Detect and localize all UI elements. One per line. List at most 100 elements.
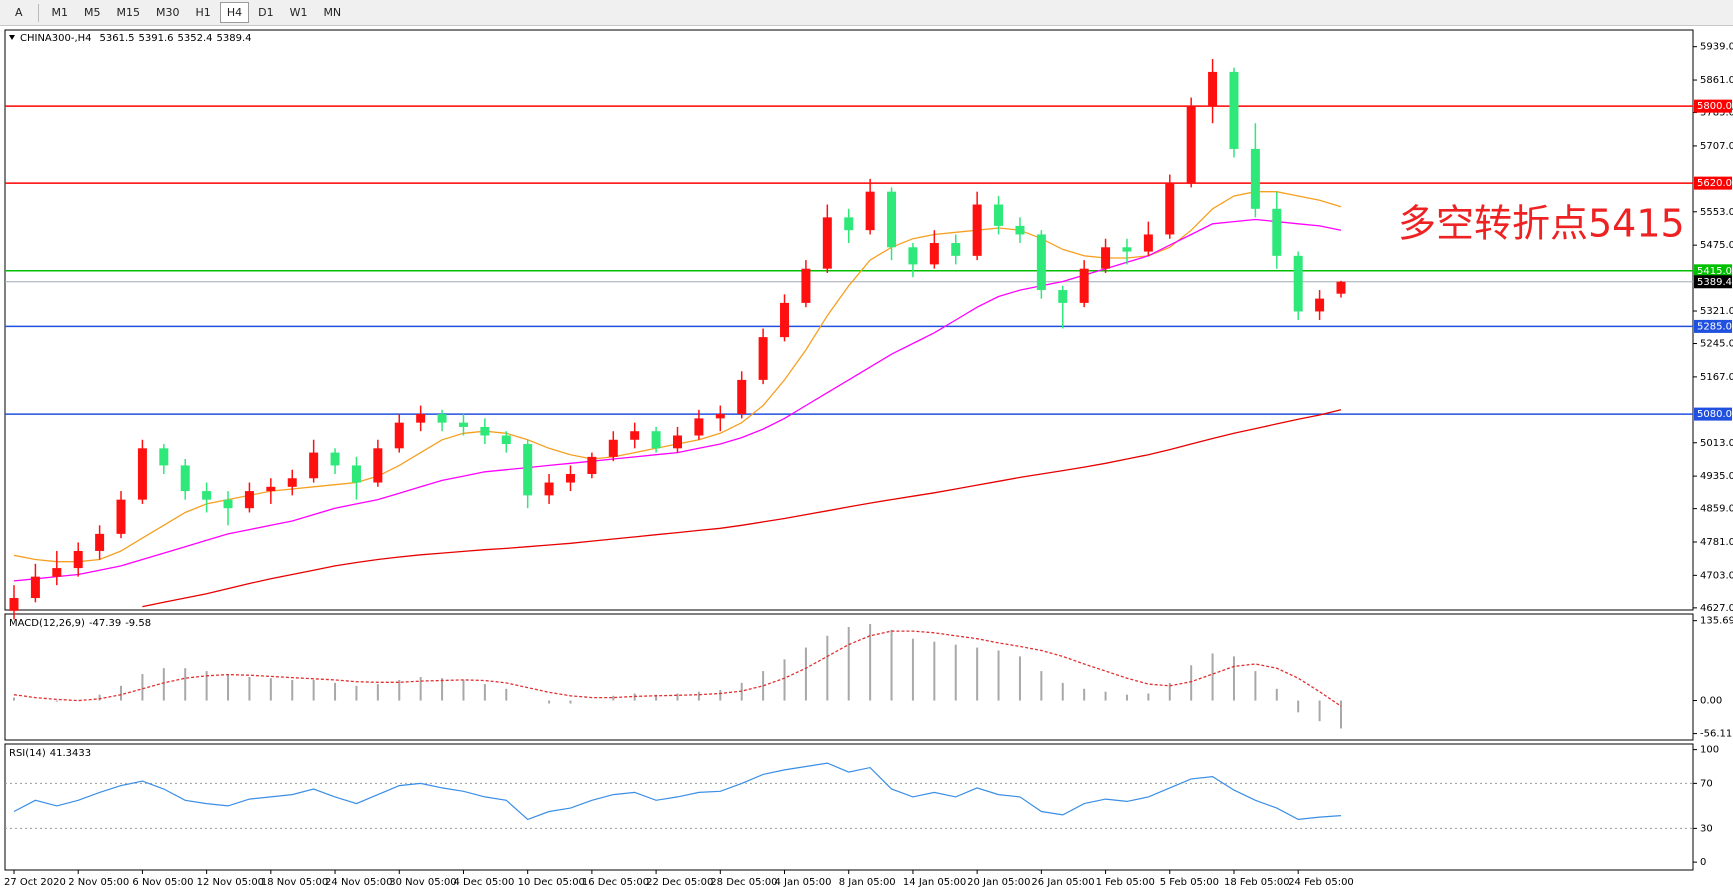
y-tick-label: 4703.0 [1700,570,1733,581]
y-tick-label: 135.69 [1700,616,1733,627]
level-label: 5415.0 [1697,266,1732,277]
y-tick-label: 5245.0 [1700,339,1733,350]
x-tick-label: 18 Nov 05:00 [261,877,328,888]
ohlc-value: 5391.6 [139,33,174,44]
timeframe-button[interactable]: H1 [195,6,211,19]
separator [37,3,39,22]
timeframe-button[interactable]: MN [323,6,342,19]
x-tick-label: 26 Jan 05:00 [1031,877,1094,888]
x-tick-label: 8 Jan 05:00 [839,877,896,888]
candle-body [437,414,447,423]
y-tick-label: 5553.0 [1700,207,1733,218]
candle-body [30,576,40,599]
candle-body [565,473,575,483]
level-label: 5285.0 [1697,321,1732,332]
candle-body [95,533,105,551]
x-tick-label: 4 Jan 05:00 [775,877,832,888]
candle-body [844,217,854,231]
timeframe-button[interactable]: D1 [258,6,274,19]
candle-body [1272,208,1282,256]
candle-body [1058,290,1068,303]
y-tick-label: 5861.0 [1700,75,1733,86]
candle-body [951,243,961,256]
moving-average [13,218,1342,582]
x-tick-label: 30 Nov 05:00 [389,877,456,888]
x-tick-label: 2 Nov 05:00 [68,877,129,888]
candle-body [1101,247,1111,269]
candle-body [737,379,747,415]
x-tick-label: 4 Dec 05:00 [453,877,514,888]
level-tag [1694,319,1732,333]
x-tick-label: 16 Dec 05:00 [582,877,649,888]
candle-body [1229,71,1239,149]
indicator-value: 41.3433 [50,748,91,759]
candle-body [223,499,233,509]
candle-body [1036,234,1046,291]
candle-body [1143,234,1153,252]
level-label: 5620.0 [1697,178,1732,189]
x-tick-label: 28 Dec 05:00 [710,877,777,888]
y-tick-label: 30 [1700,823,1713,834]
candle-body [1079,268,1089,303]
y-tick-label: 4781.0 [1700,537,1733,548]
toolbar: A M1 M5 M15 M30 H1 H4 D1 W1 MN [0,0,1733,26]
candle-body [865,191,875,231]
candle-body [1186,106,1196,184]
timeframe-button[interactable]: M5 [84,6,101,19]
candle-body [908,247,918,265]
candle-body [630,431,640,440]
y-tick-label: 5475.0 [1700,240,1733,251]
panel-frame [4,743,1694,871]
timeframe-button[interactable]: A [15,6,23,19]
candle-body [1315,298,1325,312]
x-tick-label: 6 Nov 05:00 [132,877,193,888]
candle-body [929,243,939,265]
candle-body [801,268,811,303]
candle-body [972,204,982,256]
candle-body [1015,225,1025,235]
candle-body [137,448,147,500]
level-tag [1694,176,1732,190]
candle-body [52,568,62,577]
rsi-line [13,762,1342,821]
y-tick-label: 4627.0 [1700,603,1733,614]
level-label: 5080.0 [1697,409,1732,420]
candle-body [159,448,169,466]
x-tick-label: 18 Feb 05:00 [1224,877,1290,888]
y-tick-label: 0.00 [1700,696,1722,707]
x-tick-label: 20 Jan 05:00 [967,877,1030,888]
candle-body [244,491,254,509]
x-tick-label: 24 Feb 05:00 [1288,877,1354,888]
indicator-value: -9.58 [125,618,151,629]
candle-body [480,426,490,436]
timeframe-button[interactable]: M1 [51,6,69,19]
y-tick-label: 70 [1700,778,1713,789]
level-tag [1694,99,1732,113]
candle-body [694,418,704,436]
candle-body [116,499,126,534]
y-tick-label: 4859.0 [1700,504,1733,515]
candle-body [1165,183,1175,235]
candle-body [544,482,554,496]
y-tick-label: 5785.0 [1700,108,1733,119]
candle-body [1250,148,1260,209]
candle-body [330,452,340,466]
timeframe-button[interactable]: M15 [116,6,141,19]
timeframe-button[interactable]: M30 [156,6,180,19]
panel-frame [4,29,1694,611]
candle-body [458,422,468,427]
timeframe-button[interactable]: W1 [289,6,308,19]
x-tick-label: 22 Dec 05:00 [646,877,713,888]
x-tick-label: 14 Jan 05:00 [903,877,966,888]
candle-body [416,414,426,423]
y-tick-label: 5167.0 [1700,372,1733,383]
chart: 5939.0 5861.0 5785.0 5707.0 5553.0 5475.0 5321… [4,29,1733,888]
moving-average [142,409,1342,608]
indicator-header: RSI(14) 41.3433 [9,748,91,759]
x-tick-label: 12 Nov 05:00 [197,877,264,888]
candle-body [887,191,897,248]
ohlc-value: 5361.5 [100,33,135,44]
candle-body [1122,247,1132,252]
timeframe-button[interactable]: H4 [219,2,250,23]
